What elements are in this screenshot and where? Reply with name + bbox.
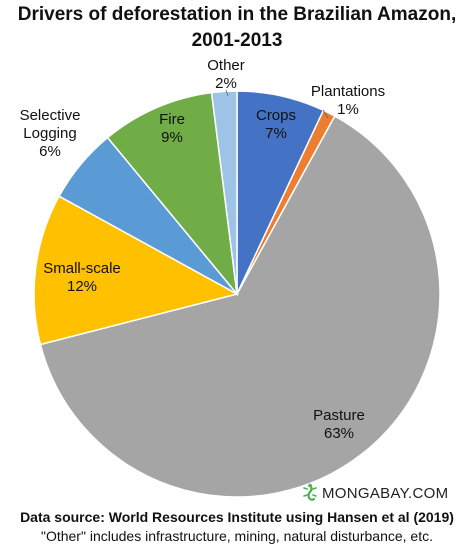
pie-slice-fire	[106, 91, 239, 297]
mongabay-brand: MONGABAY.COM	[300, 483, 460, 505]
chart-title-line1: Drivers of deforestation in the Brazilia…	[17, 4, 457, 25]
leader-line-other	[225, 89, 229, 97]
leader-line-plantations	[322, 109, 329, 119]
slice-label-pasture: Pasture 63%	[313, 407, 365, 442]
slice-label-crops: Crops 7%	[256, 107, 296, 142]
data-source: Data source: World Resources Institute u…	[20, 509, 454, 525]
other-note: "Other" includes infrastructure, mining,…	[40, 528, 433, 544]
slice-label-small-scale: Small-scale 12%	[43, 260, 121, 295]
slice-label-plantations: Plantations 1%	[311, 83, 385, 118]
pie-slice-small-scale	[33, 195, 240, 346]
chart-title-line2: 2001-2013	[191, 30, 283, 51]
lizard-icon	[303, 483, 317, 501]
slice-label-selective-logging: Selective Logging 6%	[20, 107, 81, 160]
pie-slice-other	[210, 90, 238, 295]
slice-label-other: Other 2%	[207, 57, 245, 92]
pie-slice-pasture	[39, 115, 441, 498]
slice-label-fire: Fire 9%	[159, 111, 185, 146]
brand-text: MONGABAY.COM	[322, 485, 449, 502]
